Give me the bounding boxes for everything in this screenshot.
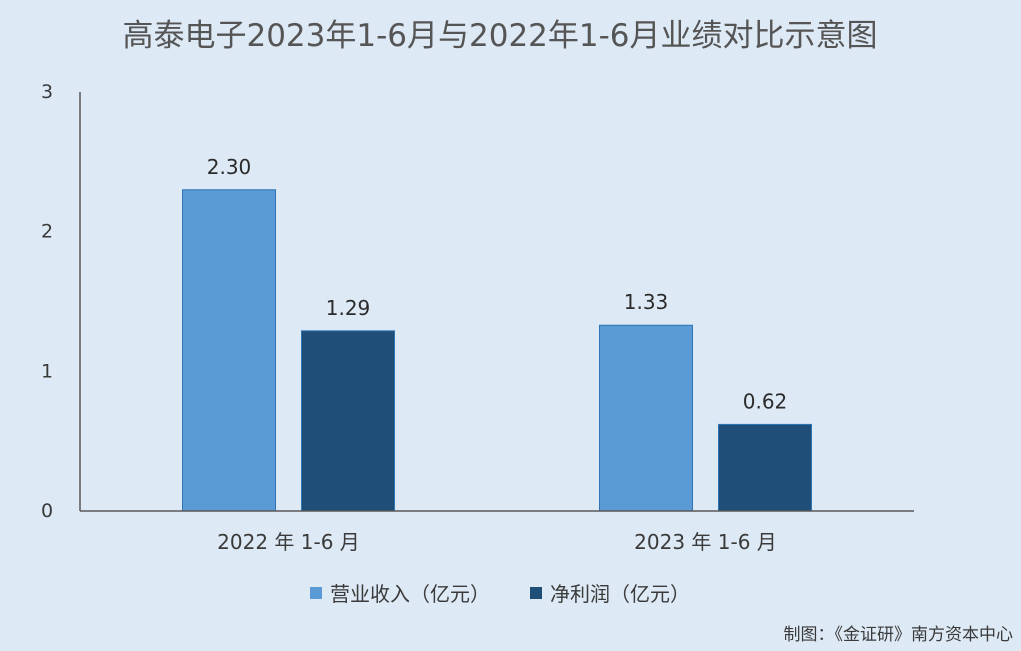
legend-item-net-profit: 净利润（亿元） [530,578,690,607]
legend-label-net-profit: 净利润（亿元） [550,582,690,606]
bar-net-profit-0 [301,330,395,512]
bar-data-labels: 2.30 1.29 1.33 0.62 [207,155,788,414]
legend-item-revenue: 营业收入（亿元） [310,578,490,607]
bar-revenue-0 [182,189,276,512]
bar-data-label: 1.29 [326,296,371,320]
y-tick-label: 3 [41,81,53,103]
bar-data-label: 2.30 [207,155,252,179]
y-tick-label: 0 [41,500,53,522]
legend: 营业收入（亿元） 净利润（亿元） [0,578,1000,607]
bar-net-profit-1 [718,423,812,512]
x-axis-ticks: 2022 年 1-6 月 2023 年 1-6 月 [217,530,777,554]
bar-data-label: 1.33 [624,290,669,314]
bars [182,189,812,512]
y-tick-label: 1 [41,360,53,382]
bar-revenue-1 [599,324,693,512]
legend-label-revenue: 营业收入（亿元） [330,582,490,606]
source-credit: 制图：《金证研》南方资本中心 [783,625,1014,645]
x-tick-label: 2023 年 1-6 月 [634,530,777,554]
y-tick-label: 2 [41,221,53,243]
legend-swatch-net-profit [530,586,542,599]
y-axis-ticks: 0 1 2 3 [41,81,53,522]
legend-swatch-revenue [310,586,322,599]
chart-title: 高泰电子2023年1-6月与2022年1-6月业绩对比示意图 [122,18,878,54]
x-tick-label: 2022 年 1-6 月 [217,530,360,554]
bar-data-label: 0.62 [743,389,788,413]
